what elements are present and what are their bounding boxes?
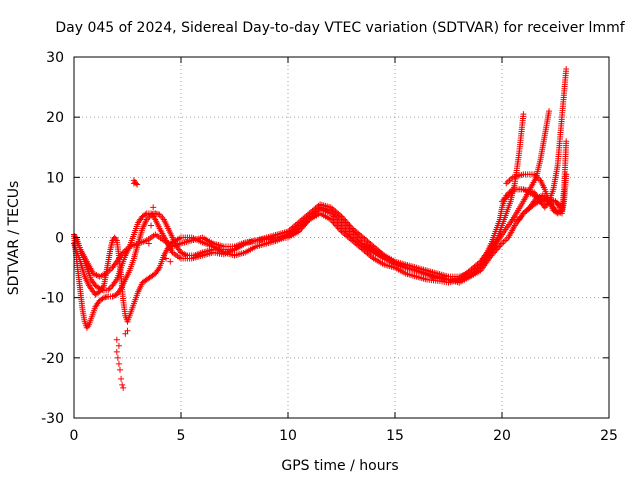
y-axis-title: SDTVAR / TECUs: [6, 181, 22, 296]
data-point: [163, 255, 170, 262]
data-point: [335, 225, 342, 232]
data-point: [113, 336, 120, 343]
data-point: [115, 342, 122, 349]
data-point: [114, 354, 121, 361]
x-tick-label: 20: [493, 428, 511, 444]
x-tick-label: 10: [279, 428, 297, 444]
data-point: [117, 366, 124, 373]
data-point: [142, 211, 149, 218]
y-tick-label: -20: [41, 351, 64, 367]
x-axis-title: GPS time / hours: [281, 458, 398, 474]
data-point: [346, 225, 353, 232]
data-point: [96, 285, 103, 292]
data-point: [118, 375, 125, 382]
data-point: [563, 138, 570, 145]
grid-lines: [74, 57, 609, 418]
data-point: [337, 226, 344, 233]
data-point: [335, 219, 342, 226]
x-tick-label: 25: [600, 428, 618, 444]
series-track-6: [499, 66, 570, 211]
data-point: [342, 220, 349, 227]
data-point: [122, 330, 129, 337]
data-point: [124, 327, 131, 334]
data-point: [563, 171, 570, 178]
y-tick-label: 20: [46, 110, 64, 126]
x-tick-label: 5: [177, 428, 186, 444]
data-point: [333, 222, 340, 229]
data-point: [134, 181, 141, 188]
data-point: [343, 222, 350, 229]
data-point: [148, 222, 155, 229]
data-point: [339, 223, 346, 230]
x-tick-label: 15: [386, 428, 404, 444]
y-tick-label: -10: [41, 291, 64, 307]
data-point: [331, 220, 338, 227]
y-tick-label: 10: [46, 170, 64, 186]
data-point: [563, 66, 570, 73]
data-point: [150, 204, 157, 211]
data-point: [110, 292, 117, 299]
data-point: [520, 111, 527, 118]
data-point: [145, 240, 152, 247]
data-point: [105, 286, 112, 293]
data-point: [109, 293, 116, 300]
x-tick-label: 0: [70, 428, 79, 444]
data-point: [167, 258, 174, 265]
data-point: [546, 108, 553, 115]
series-track-7: [509, 171, 570, 223]
data-point: [120, 384, 127, 391]
data-point: [119, 381, 126, 388]
data-point: [98, 286, 105, 293]
y-tick-label: 0: [55, 231, 64, 247]
data-point: [106, 285, 113, 292]
data-point: [330, 219, 337, 226]
data-point: [130, 180, 137, 187]
y-tick-label: -30: [41, 411, 64, 427]
chart-title: Day 045 of 2024, Sidereal Day-to-day VTE…: [55, 20, 625, 36]
data-point: [334, 223, 341, 230]
axis-ticks: 0 5 10 15 20 25 -30 -20 -10 0 10 20 30: [41, 50, 618, 444]
data-point: [341, 225, 348, 232]
data-points: [71, 66, 570, 391]
series-outliers: [113, 177, 174, 391]
data-point: [337, 220, 344, 227]
data-point: [338, 222, 345, 229]
series-track-3: [71, 111, 527, 294]
data-point: [99, 295, 106, 302]
data-point: [113, 348, 120, 355]
data-point: [345, 223, 352, 230]
series-track-4: [73, 108, 553, 286]
y-tick-label: 30: [46, 50, 64, 66]
data-point: [115, 360, 122, 367]
data-point: [347, 226, 354, 233]
data-point: [339, 217, 346, 224]
data-point: [341, 219, 348, 226]
